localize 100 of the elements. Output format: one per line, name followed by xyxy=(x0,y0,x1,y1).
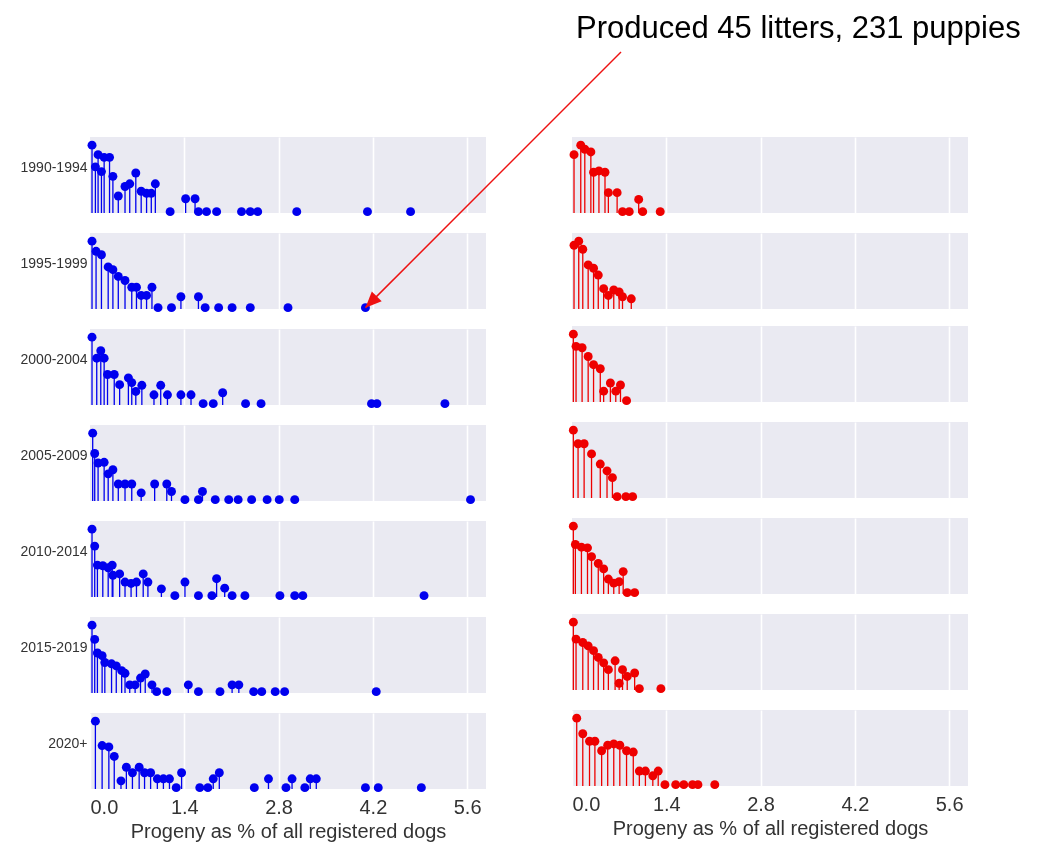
point xyxy=(116,776,126,786)
x-tick-label: 5.6 xyxy=(935,792,964,815)
point xyxy=(96,250,106,260)
point xyxy=(138,569,148,579)
y-axis-title: 2020+ xyxy=(48,734,88,751)
point xyxy=(212,574,222,584)
point xyxy=(88,428,98,438)
point xyxy=(170,591,180,601)
point xyxy=(593,270,603,280)
point xyxy=(153,303,163,313)
point xyxy=(183,680,193,690)
point xyxy=(569,150,579,160)
point xyxy=(597,746,607,756)
point xyxy=(140,669,150,679)
point xyxy=(679,780,689,790)
point xyxy=(624,207,634,217)
point xyxy=(603,290,613,300)
point xyxy=(270,687,280,697)
point xyxy=(203,783,213,793)
point xyxy=(165,774,174,784)
point xyxy=(87,140,97,150)
point xyxy=(618,665,627,675)
point xyxy=(622,588,632,598)
point xyxy=(298,591,308,601)
point xyxy=(595,459,605,469)
point xyxy=(656,684,666,694)
point xyxy=(630,588,640,598)
point xyxy=(614,577,624,587)
point xyxy=(90,634,100,644)
point xyxy=(176,390,186,400)
point xyxy=(605,378,615,388)
point xyxy=(578,729,588,739)
point xyxy=(595,364,605,374)
point xyxy=(283,303,293,313)
y-axis-title: 1995-1999 xyxy=(20,254,88,271)
point xyxy=(599,386,609,396)
point xyxy=(193,591,203,601)
point xyxy=(120,276,130,285)
x-tick-label: 2.8 xyxy=(747,792,775,815)
x-axis-title: Progeny as % of all registered dogs xyxy=(130,819,447,842)
point xyxy=(87,332,97,342)
point xyxy=(710,780,720,790)
point xyxy=(237,207,246,217)
point xyxy=(653,766,663,776)
point xyxy=(186,390,196,400)
x-tick-label: 4.2 xyxy=(359,795,388,818)
point xyxy=(99,353,109,363)
point xyxy=(146,768,156,778)
point xyxy=(147,680,157,690)
point xyxy=(218,388,228,398)
point xyxy=(109,370,119,379)
point xyxy=(587,449,596,459)
point xyxy=(208,774,218,784)
point xyxy=(602,466,612,476)
point xyxy=(281,783,291,793)
point xyxy=(233,495,243,505)
point xyxy=(107,560,117,570)
point xyxy=(300,783,310,793)
point xyxy=(593,652,603,662)
point xyxy=(599,564,609,574)
point xyxy=(180,577,190,587)
point xyxy=(134,762,144,772)
point xyxy=(180,495,190,505)
point xyxy=(215,687,225,697)
point xyxy=(371,687,381,697)
point xyxy=(176,292,186,302)
point xyxy=(256,399,266,409)
point xyxy=(165,207,175,217)
point xyxy=(621,492,631,502)
point xyxy=(287,774,297,784)
point xyxy=(227,591,237,601)
point xyxy=(121,762,131,772)
point xyxy=(264,774,273,784)
point xyxy=(167,487,176,496)
point xyxy=(612,188,622,198)
x-tick-label: 1.4 xyxy=(170,795,199,818)
point xyxy=(616,380,625,390)
point xyxy=(600,167,610,177)
point xyxy=(626,294,636,304)
point xyxy=(634,194,644,204)
point xyxy=(622,396,632,406)
point xyxy=(212,207,222,217)
point xyxy=(90,541,100,551)
point xyxy=(634,684,644,694)
point xyxy=(131,168,141,178)
point xyxy=(671,780,681,790)
point xyxy=(167,303,176,313)
x-tick-label: 5.6 xyxy=(453,795,482,818)
point xyxy=(136,488,146,498)
point xyxy=(108,171,118,181)
point xyxy=(109,751,119,761)
point xyxy=(87,524,97,534)
point xyxy=(589,263,599,273)
point xyxy=(612,492,622,502)
x-tick-label: 0.0 xyxy=(90,795,119,818)
point xyxy=(193,207,203,217)
point xyxy=(607,473,617,483)
point xyxy=(115,569,125,579)
point xyxy=(220,583,230,593)
point xyxy=(280,687,290,697)
